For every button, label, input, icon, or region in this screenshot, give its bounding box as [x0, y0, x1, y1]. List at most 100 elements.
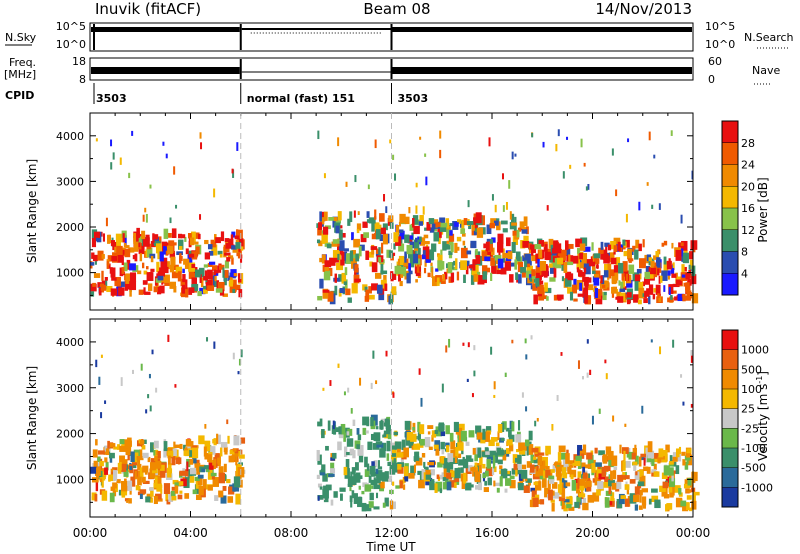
velocity-cell — [404, 420, 411, 430]
power-cell — [502, 257, 506, 263]
velocity-cell — [385, 420, 390, 430]
power-cell — [439, 223, 447, 232]
power-cell — [653, 255, 659, 260]
power-cell — [663, 240, 668, 246]
power-cell — [598, 247, 604, 255]
velocity-cell — [669, 455, 673, 466]
power-cell — [470, 274, 475, 285]
velocity-cell — [373, 484, 381, 490]
velocity-cell — [461, 478, 466, 490]
power-cell — [427, 272, 431, 278]
x-tick-label: 20:00 — [575, 526, 610, 540]
power-cell — [157, 275, 164, 281]
power-cell — [90, 262, 95, 266]
velocity-cell — [149, 468, 156, 479]
power-cell — [684, 295, 691, 301]
power-cell — [638, 287, 645, 299]
power-cell — [549, 267, 555, 274]
velocity-cell — [473, 345, 476, 351]
velocity-cell — [463, 472, 467, 484]
power-cell — [503, 267, 506, 273]
power-cell — [194, 241, 199, 245]
velocity-cell — [217, 434, 221, 445]
velocity-cell — [672, 456, 678, 462]
power-cell — [585, 186, 588, 191]
velocity-cell — [127, 454, 130, 461]
power-cell — [566, 261, 574, 266]
power-cell — [366, 219, 373, 223]
power-cell — [524, 260, 528, 268]
power-cell — [626, 292, 632, 298]
velocity-cell — [689, 477, 696, 483]
power-cell — [670, 265, 675, 274]
velocity-cell — [344, 468, 350, 479]
power-cell — [611, 286, 617, 294]
power-cell — [619, 288, 626, 292]
power-cell — [569, 164, 572, 169]
power-cell — [381, 242, 384, 254]
power-cell — [627, 248, 632, 260]
power-cell — [404, 234, 410, 243]
velocity-cell — [639, 494, 642, 503]
power-cell — [617, 296, 624, 303]
velocity-cell — [604, 497, 610, 508]
power-cell — [163, 246, 166, 255]
velocity-cell — [651, 458, 655, 467]
velocity-cell — [428, 446, 433, 450]
power-cell — [501, 173, 504, 180]
power-cell — [539, 261, 547, 271]
colorbar-tick-label: 24 — [741, 159, 755, 172]
power-cell — [692, 248, 696, 253]
velocity-cell — [474, 454, 478, 462]
velocity-cell — [641, 475, 646, 487]
velocity-cell — [150, 487, 154, 497]
velocity-cell — [406, 431, 414, 441]
velocity-cell — [184, 493, 190, 499]
velocity-cell — [643, 457, 646, 466]
velocity-cell — [142, 480, 150, 485]
power-cell — [359, 244, 365, 251]
power-cell — [659, 275, 663, 283]
velocity-cell — [213, 341, 216, 349]
power-cell — [129, 272, 137, 282]
power-cell — [191, 231, 196, 243]
velocity-cell — [557, 452, 562, 463]
velocity-cell — [145, 496, 151, 503]
velocity-cell — [460, 467, 464, 473]
velocity-cell — [117, 444, 121, 450]
power-cell — [477, 275, 485, 285]
power-cell — [165, 250, 169, 256]
freq-label-line2: [MHz] — [4, 68, 36, 81]
velocity-cell — [373, 477, 376, 481]
power-cell — [111, 255, 117, 262]
velocity-cell — [505, 448, 511, 454]
velocity-cell — [222, 485, 227, 491]
velocity-cell — [686, 448, 692, 454]
power-cell — [406, 273, 411, 284]
power-cell — [600, 241, 604, 250]
velocity-cell — [413, 456, 420, 461]
velocity-cell — [678, 488, 682, 495]
velocity-cell — [94, 493, 98, 502]
velocity-cell — [157, 450, 161, 459]
velocity-cell — [680, 500, 687, 507]
power-cell — [668, 258, 671, 267]
power-cell — [538, 249, 543, 258]
power-cell — [567, 273, 574, 281]
velocity-cell — [662, 450, 668, 460]
velocity-cell — [218, 472, 226, 484]
velocity-cell — [576, 496, 581, 503]
colorbar-tick-label: 100 — [741, 383, 762, 396]
power-cell — [638, 281, 644, 289]
power-cell — [475, 251, 481, 258]
power-cell — [445, 244, 451, 250]
velocity-cell — [467, 342, 470, 348]
velocity-cell — [475, 485, 481, 490]
velocity-cell — [653, 471, 660, 477]
power-cell — [215, 270, 219, 274]
velocity-cell — [490, 346, 493, 355]
date-title: 14/Nov/2013 — [595, 0, 692, 18]
velocity-cell — [364, 484, 372, 492]
colorbar-tick-label: 16 — [741, 202, 755, 215]
power-cell — [199, 214, 202, 220]
